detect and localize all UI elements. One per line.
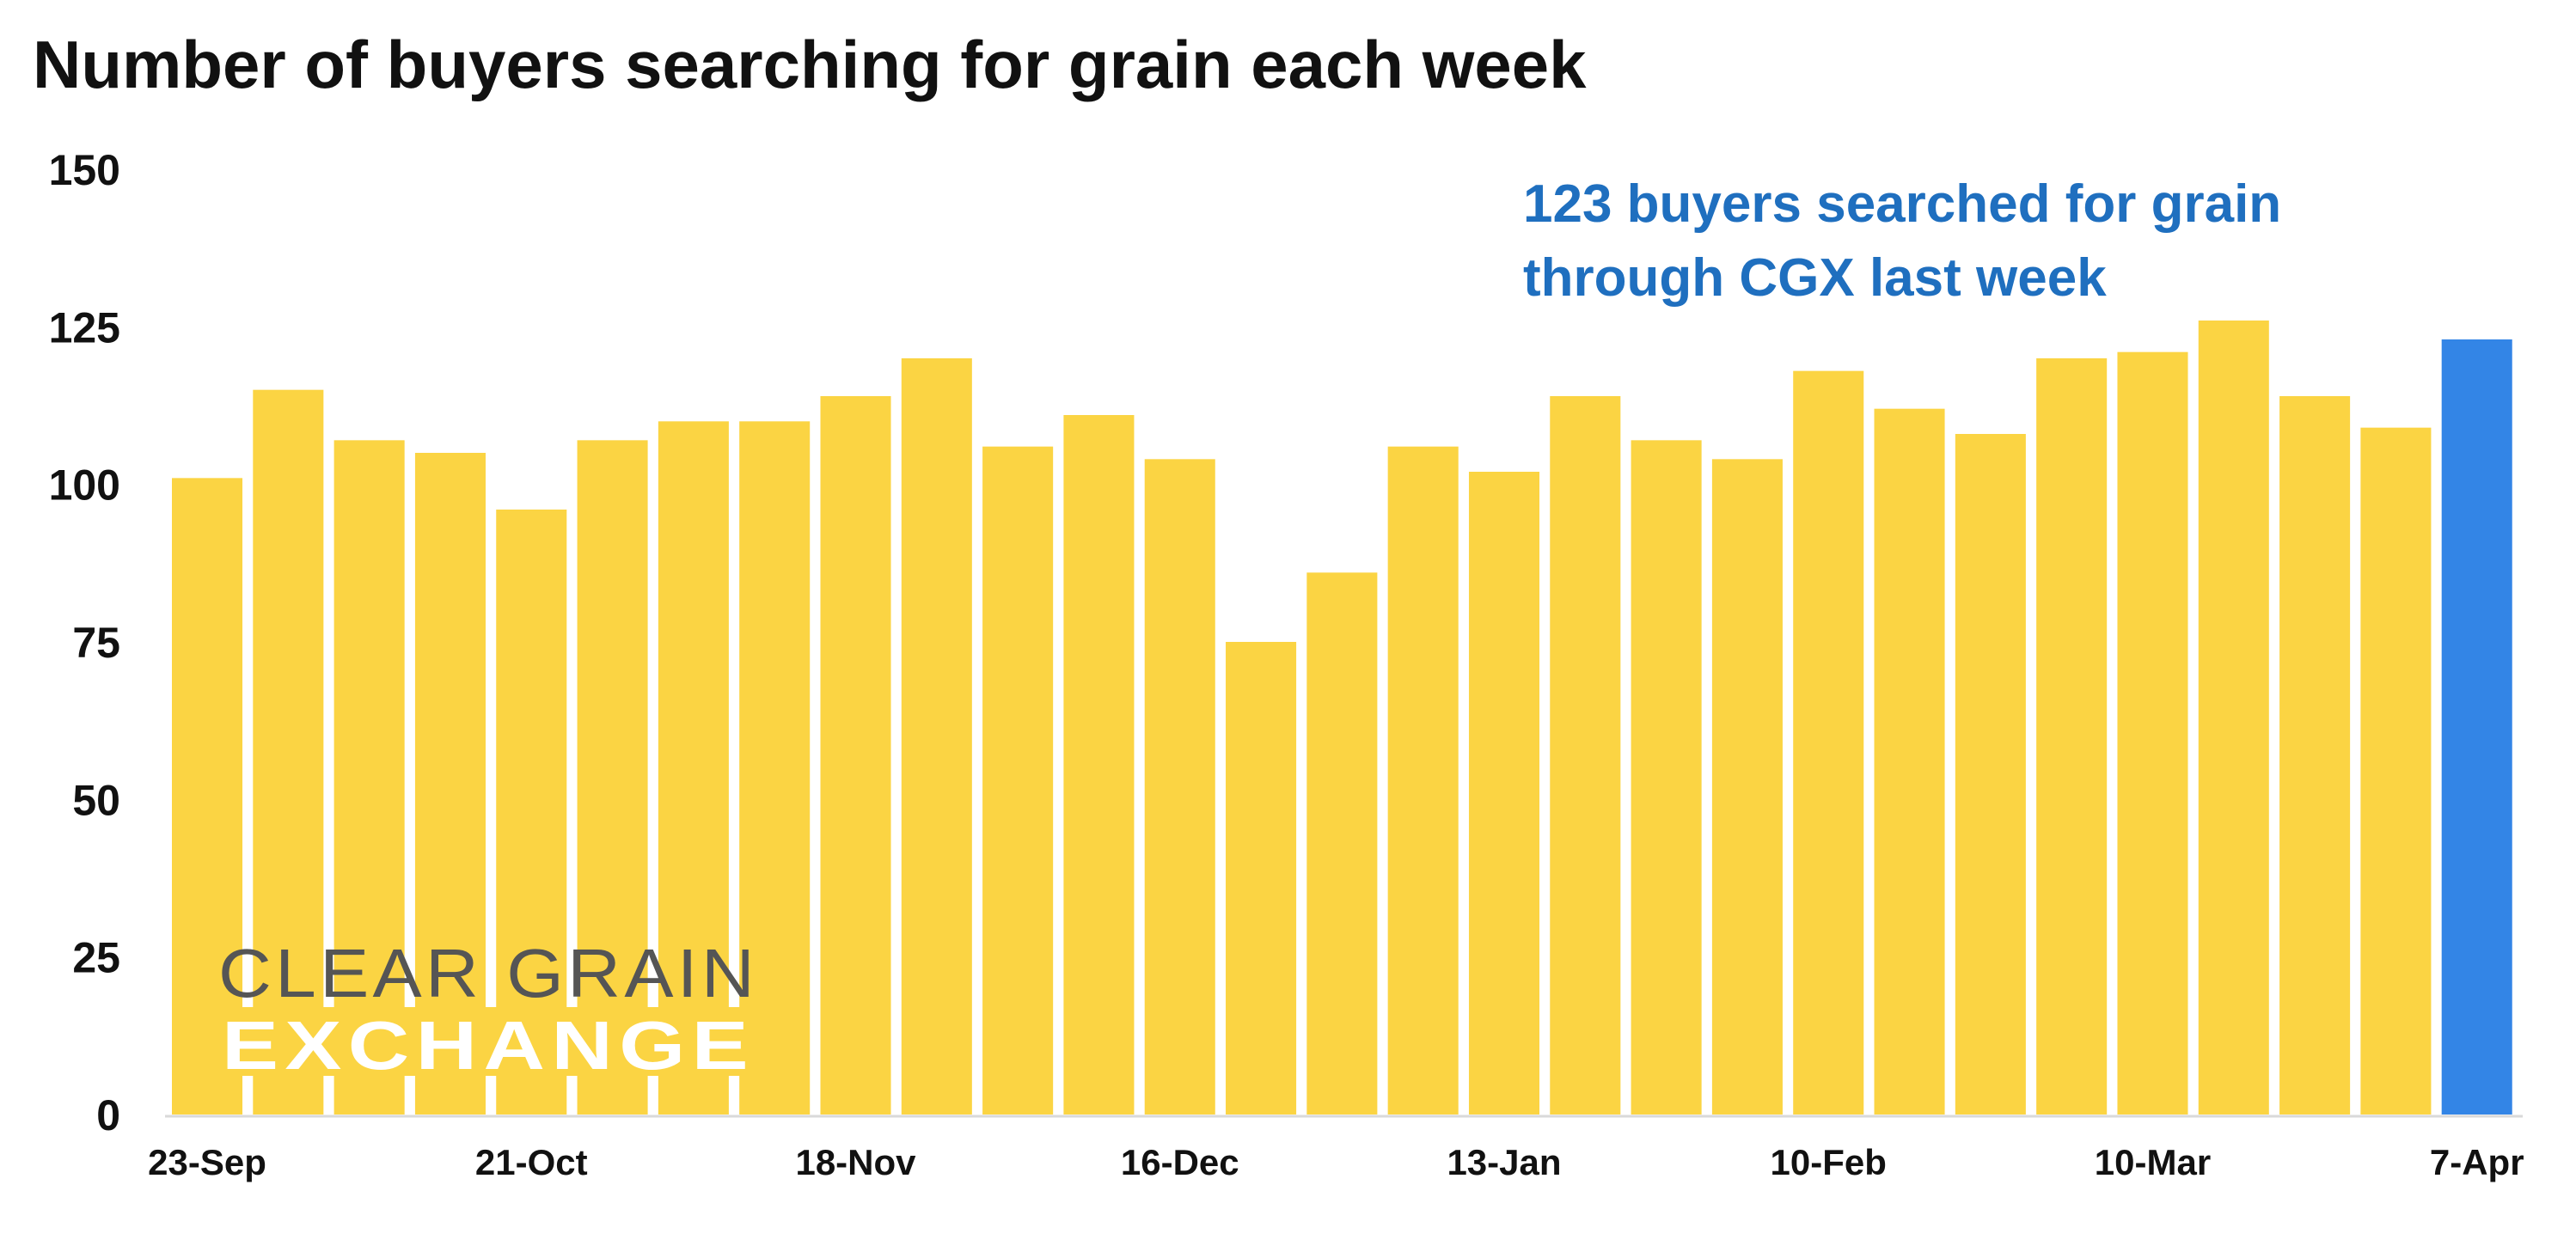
bar-highlight bbox=[2441, 339, 2512, 1115]
y-axis-ticks: 0 25 50 75 100 125 150 bbox=[49, 146, 120, 1139]
x-tick-label: 16-Dec bbox=[1121, 1142, 1239, 1182]
x-axis-ticks: 23-Sep 21-Oct 18-Nov 16-Dec 13-Jan 10-Feb 10-M… bbox=[148, 1142, 2524, 1182]
bar bbox=[739, 421, 811, 1115]
bar bbox=[1468, 472, 1540, 1115]
annotation-line-2: through CGX last week bbox=[1523, 248, 2107, 308]
bar bbox=[2036, 358, 2108, 1115]
bar bbox=[901, 358, 972, 1115]
logo-line-1: CLEAR GRAIN bbox=[218, 935, 758, 1011]
bars bbox=[172, 321, 2512, 1115]
bar bbox=[2117, 351, 2188, 1115]
bar bbox=[577, 440, 648, 1115]
bar bbox=[1874, 408, 1945, 1115]
chart-title: Number of buyers searching for grain eac… bbox=[33, 27, 1587, 102]
x-tick-label: 10-Feb bbox=[1771, 1142, 1887, 1182]
bar bbox=[658, 421, 729, 1115]
bar bbox=[1306, 572, 1378, 1115]
y-tick-label: 125 bbox=[49, 303, 120, 351]
bar bbox=[982, 446, 1054, 1115]
logo-band bbox=[218, 1007, 758, 1076]
y-tick-label: 150 bbox=[49, 146, 120, 194]
bar bbox=[414, 453, 486, 1115]
bar bbox=[2198, 321, 2269, 1115]
y-tick-label: 50 bbox=[72, 776, 120, 824]
bar bbox=[333, 440, 405, 1115]
y-tick-label: 25 bbox=[72, 934, 120, 982]
x-tick-label: 10-Mar bbox=[2095, 1142, 2211, 1182]
x-tick-label: 23-Sep bbox=[148, 1142, 266, 1182]
x-tick-label: 13-Jan bbox=[1447, 1142, 1561, 1182]
bar bbox=[1793, 370, 1864, 1115]
annotation-line-1: 123 buyers searched for grain bbox=[1523, 174, 2281, 234]
bar bbox=[1550, 396, 1621, 1115]
bar bbox=[1063, 415, 1135, 1115]
bar bbox=[820, 396, 891, 1115]
y-tick-label: 0 bbox=[96, 1091, 120, 1139]
logo-line-2: EXCHANGE bbox=[222, 1007, 755, 1084]
x-tick-label: 7-Apr bbox=[2430, 1142, 2524, 1182]
bar bbox=[1955, 434, 2026, 1115]
annotation: 123 buyers searched for grain through CG… bbox=[1523, 174, 2281, 308]
bar bbox=[1144, 459, 1215, 1115]
bar bbox=[2360, 427, 2432, 1115]
y-tick-label: 75 bbox=[72, 619, 120, 667]
bar bbox=[253, 389, 324, 1115]
bar bbox=[1711, 459, 1783, 1115]
clear-grain-exchange-logo: CLEAR GRAIN EXCHANGE bbox=[218, 935, 758, 1084]
x-tick-label: 18-Nov bbox=[795, 1142, 916, 1182]
x-tick-label: 21-Oct bbox=[475, 1142, 588, 1182]
bar bbox=[1226, 642, 1297, 1115]
bar bbox=[2279, 396, 2351, 1115]
bar bbox=[1387, 446, 1459, 1115]
y-tick-label: 100 bbox=[49, 461, 120, 510]
bar bbox=[1631, 440, 1702, 1115]
